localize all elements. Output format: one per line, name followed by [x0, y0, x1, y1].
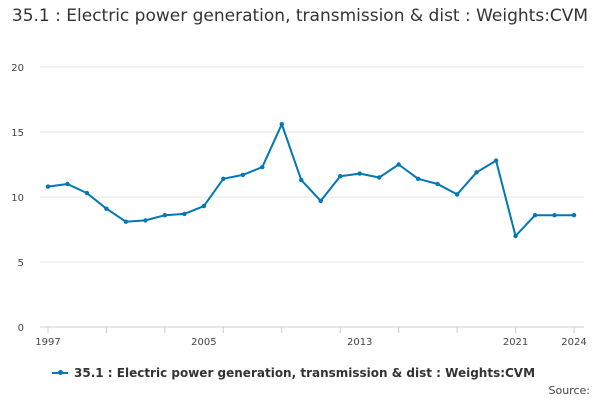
source-label: Source: — [548, 384, 591, 397]
legend-label: 35.1 : Electric power generation, transm… — [74, 366, 536, 380]
x-axis — [40, 326, 584, 333]
x-tick-label: 1997 — [35, 337, 60, 348]
y-tick-label: 10 — [11, 193, 24, 204]
y-tick-label: 0 — [18, 323, 24, 334]
data-point[interactable] — [221, 176, 226, 181]
data-point[interactable] — [182, 211, 187, 217]
data-point[interactable] — [318, 198, 323, 204]
y-tick-label: 15 — [11, 128, 24, 139]
data-point[interactable] — [376, 175, 382, 180]
data-point[interactable] — [201, 203, 207, 209]
x-tick-label: 2021 — [503, 337, 528, 348]
data-point[interactable] — [474, 170, 479, 175]
data-point[interactable] — [104, 206, 109, 211]
data-point[interactable] — [435, 181, 440, 187]
data-point[interactable] — [84, 190, 90, 196]
data-point[interactable] — [532, 213, 538, 218]
series-group — [45, 122, 577, 239]
data-point[interactable] — [65, 181, 70, 187]
data-point[interactable] — [240, 172, 246, 178]
y-tick-label: 5 — [18, 258, 24, 269]
data-point[interactable] — [357, 171, 362, 176]
x-axis-tick-labels: 1997 2005 2013 2021 2024 — [35, 337, 586, 348]
x-tick-label: 2024 — [561, 337, 586, 348]
data-point[interactable] — [279, 122, 284, 127]
y-tick-label: 20 — [11, 63, 24, 74]
legend-swatch — [52, 368, 68, 378]
x-tick-label: 2005 — [191, 337, 216, 348]
legend[interactable]: 35.1 : Electric power generation, transm… — [52, 365, 535, 381]
data-point[interactable] — [493, 158, 499, 163]
data-point[interactable] — [338, 174, 343, 179]
series-line — [47, 123, 575, 237]
y-axis-tick-labels: 0 5 10 15 20 — [11, 63, 24, 334]
data-point[interactable] — [123, 219, 129, 224]
data-point[interactable] — [45, 184, 51, 189]
data-point[interactable] — [513, 233, 518, 239]
grid-lines — [40, 66, 584, 263]
data-point[interactable] — [552, 213, 557, 218]
x-tick-label: 2013 — [347, 337, 372, 348]
data-point[interactable] — [454, 192, 460, 197]
chart-title: 35.1 : Electric power generation, transm… — [11, 6, 589, 26]
data-point[interactable] — [571, 213, 577, 218]
data-point[interactable] — [415, 176, 421, 181]
data-point[interactable] — [299, 177, 304, 183]
data-point[interactable] — [260, 164, 265, 170]
data-point[interactable] — [143, 218, 148, 223]
data-point[interactable] — [162, 213, 168, 218]
data-point[interactable] — [396, 162, 401, 167]
